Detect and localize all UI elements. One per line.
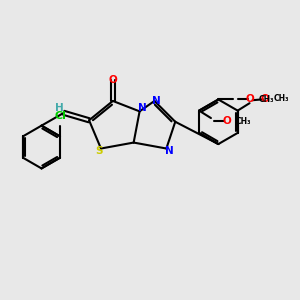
Text: H: H xyxy=(55,103,64,113)
Text: S: S xyxy=(96,146,103,156)
Text: O: O xyxy=(222,116,231,126)
Text: O: O xyxy=(246,94,254,104)
Text: O: O xyxy=(109,75,117,85)
Text: CH₃: CH₃ xyxy=(274,94,290,103)
Text: CH₃: CH₃ xyxy=(235,116,251,125)
Text: CH₃: CH₃ xyxy=(259,95,274,104)
Text: Cl: Cl xyxy=(54,111,66,122)
Text: N: N xyxy=(165,146,174,157)
Text: N: N xyxy=(152,96,161,106)
Text: O: O xyxy=(261,94,269,104)
Text: N: N xyxy=(138,103,146,113)
